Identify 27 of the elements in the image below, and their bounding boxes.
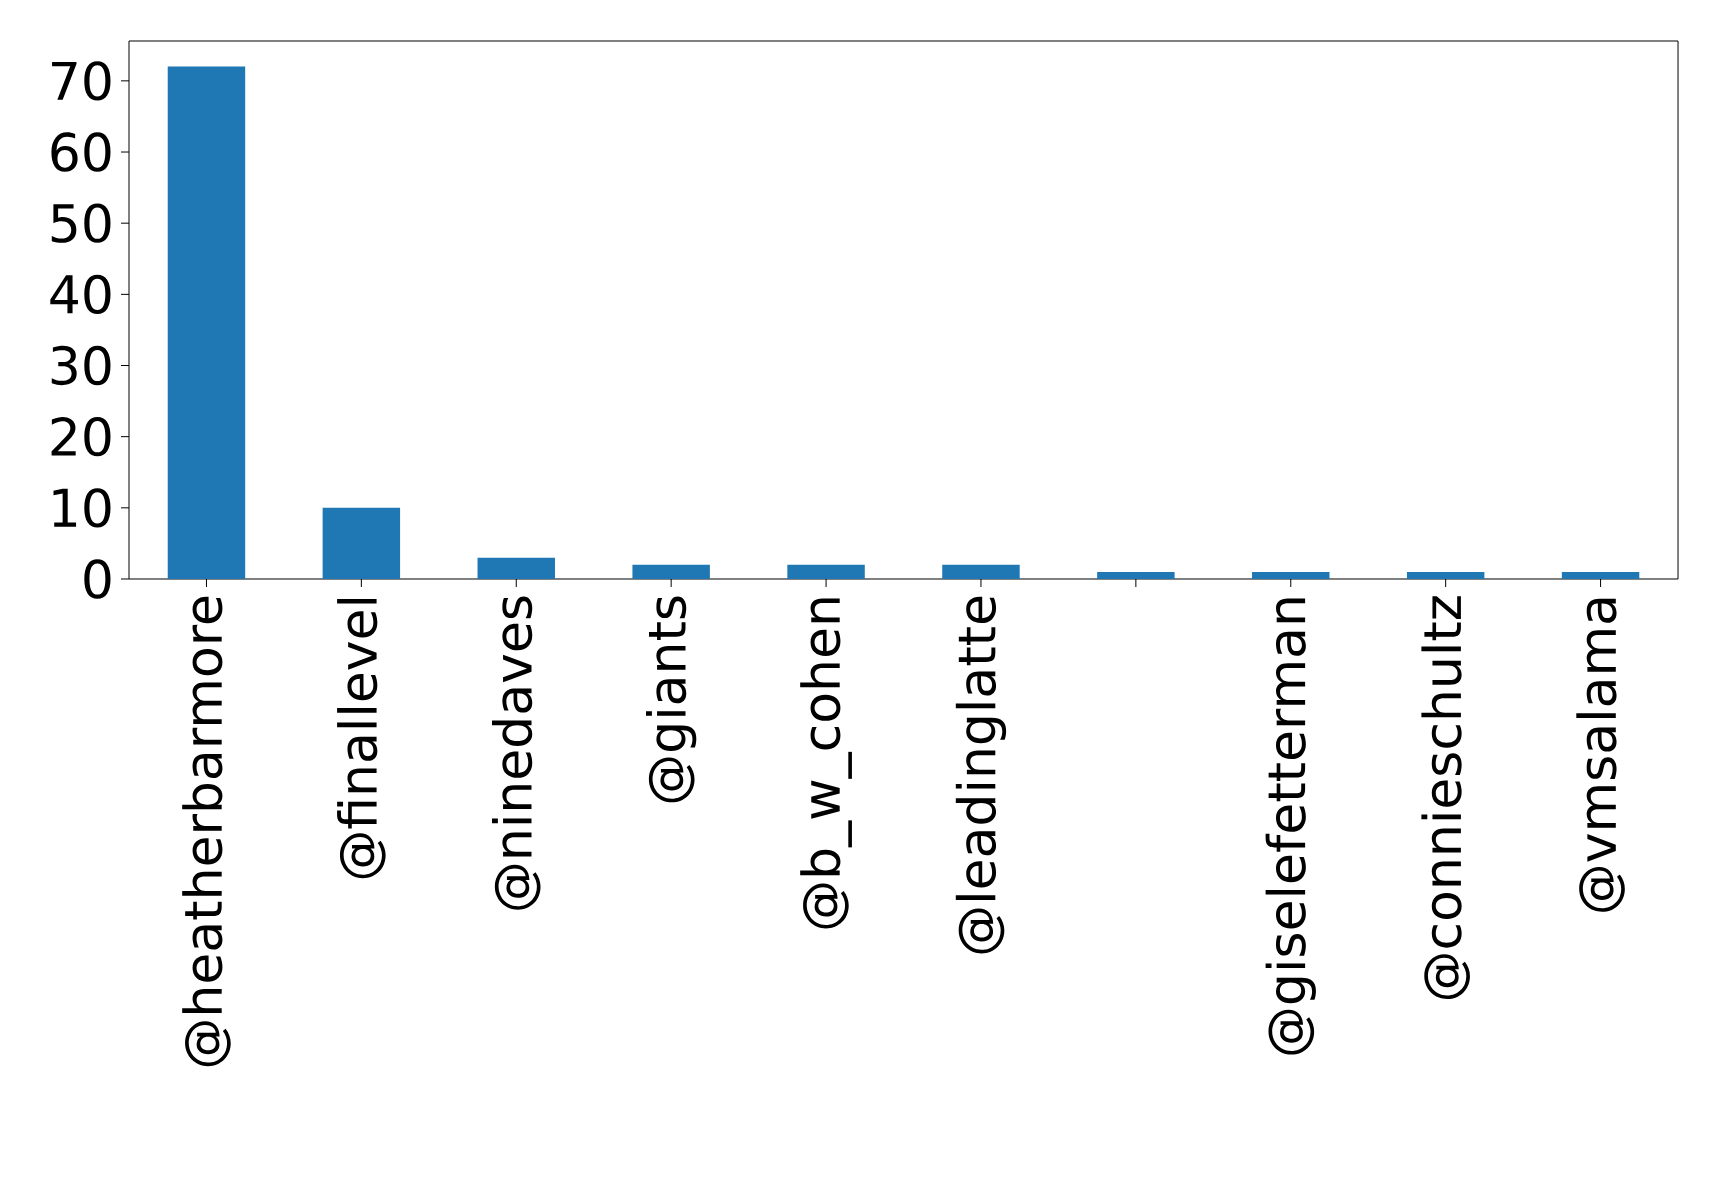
y-tick-label: 0: [84, 559, 111, 599]
bar: [322, 507, 401, 579]
bar: [1561, 571, 1640, 579]
x-tick-label: @vmsalama: [1576, 598, 1625, 912]
y-tick-label: 50: [51, 203, 111, 243]
bar: [1252, 571, 1330, 579]
x-tick-label: @connieschultz: [1421, 596, 1470, 1000]
y-tick-label: 60: [51, 132, 111, 172]
x-tick-label: @heatherbarmore: [182, 596, 231, 1067]
bar: [632, 564, 710, 579]
y-tick-label: 40: [50, 274, 111, 315]
y-tick-label: 10: [53, 488, 111, 528]
bar: [167, 66, 246, 579]
bar: [787, 564, 865, 579]
x-tick-label: @finallevel: [337, 598, 386, 879]
bar: [942, 564, 1020, 579]
x-tick-label: @giselefetterman: [1265, 598, 1316, 1055]
x-tick-label: @ninedaves: [491, 596, 541, 910]
y-tick-label: 70: [52, 61, 111, 101]
y-tick-label: 20: [51, 417, 111, 457]
y-tick-label: 30: [51, 345, 111, 386]
x-tick-label: @leadinglatte: [955, 596, 1007, 954]
bar: [477, 557, 555, 579]
bar: [1406, 571, 1485, 579]
bar: [1097, 571, 1175, 579]
x-tick-label: @giants: [646, 596, 697, 803]
x-tick-label: @b_w_cohen: [800, 598, 852, 929]
